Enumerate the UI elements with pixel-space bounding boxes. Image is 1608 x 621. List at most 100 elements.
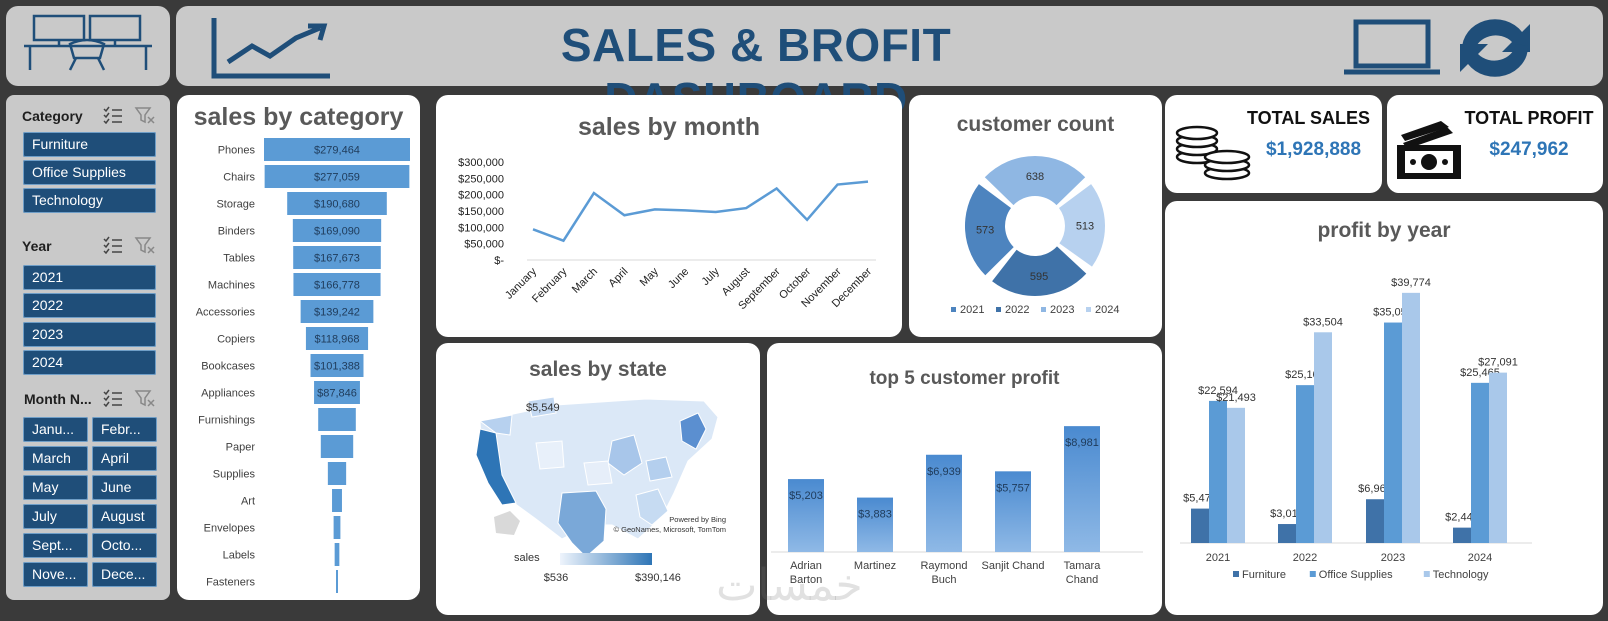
category-tick-label: Chairs	[223, 172, 255, 184]
total-sales-label: TOTAL SALES	[1246, 108, 1370, 128]
category-bar	[332, 489, 342, 512]
top5-data-label: $6,939	[927, 466, 961, 478]
map-legend-min: $536	[544, 572, 568, 584]
slicer-item-month[interactable]: April	[92, 446, 157, 471]
profit-year-bar	[1227, 407, 1245, 543]
category-tick-label: Appliances	[201, 388, 255, 400]
month-slicer-title: Month N...	[24, 391, 92, 407]
profit-year-data-label: $5,470	[1183, 493, 1217, 505]
slicer-item-2022[interactable]: 2022	[23, 293, 156, 318]
customer-count-legend-swatch	[1086, 307, 1091, 312]
total-profit-card: TOTAL PROFIT $247,962	[1387, 95, 1603, 193]
multi-select-icon[interactable]	[102, 236, 124, 254]
profit-year-x-tick: 2023	[1381, 552, 1405, 564]
slicer-item-month[interactable]: Nove...	[23, 562, 88, 587]
month-y-tick: $300,000	[458, 157, 504, 169]
slicer-panel: Category Furniture Office Supplies Techn…	[6, 95, 170, 600]
slicer-item-month[interactable]: Febr...	[92, 417, 157, 442]
profit-year-bar	[1453, 527, 1471, 543]
customer-count-slice	[964, 184, 1014, 276]
slicer-item-month[interactable]: Dece...	[92, 562, 157, 587]
top5-x-tick: Martinez	[854, 560, 896, 572]
category-data-label: $190,680	[314, 199, 360, 211]
slicer-item-2021[interactable]: 2021	[23, 265, 156, 290]
profit-by-year-title: profit by year	[1317, 219, 1451, 242]
map-attribution-1: Powered by Bing	[669, 515, 726, 524]
category-data-label: $101,388	[314, 361, 360, 373]
trend-chart-icon	[211, 18, 330, 79]
profit-year-bar	[1384, 322, 1402, 543]
top5-x-tick: Chand	[1066, 574, 1098, 586]
total-profit-value: $247,962	[1489, 139, 1569, 160]
multi-select-icon[interactable]	[102, 389, 124, 407]
profit-year-data-label: $27,091	[1478, 357, 1518, 369]
top5-bar	[788, 479, 824, 552]
category-tick-label: Phones	[218, 145, 256, 157]
cash-icon	[1397, 121, 1461, 179]
profit-by-year-panel: profit by year $5,470 $22,594 $21,493 2021 $…	[1165, 201, 1603, 615]
top5-customer-profit-chart: $5,203 Adrian Barton $3,883 Martinez $6,939 Ra…	[771, 426, 1143, 586]
month-y-tick: $50,000	[464, 239, 504, 251]
slicer-item-office-supplies[interactable]: Office Supplies	[23, 160, 156, 185]
slicer-item-month[interactable]: May	[23, 475, 88, 500]
profit-year-data-label: $33,504	[1303, 316, 1343, 328]
month-x-tick: July	[700, 265, 723, 288]
customer-count-slice	[984, 155, 1086, 206]
slicer-item-technology[interactable]: Technology	[23, 188, 156, 213]
slicer-item-month[interactable]: Janu...	[23, 417, 88, 442]
slicer-item-2024[interactable]: 2024	[23, 350, 156, 375]
profit-year-bar	[1402, 292, 1420, 543]
clear-filter-icon[interactable]	[134, 106, 156, 124]
slicer-item-2023[interactable]: 2023	[23, 322, 156, 347]
sales-by-category-chart: Phones $279,464 Chairs $277,059 Storage $190,…	[196, 138, 410, 593]
sales-by-month-panel: sales by month $300,000 $250,000 $200,000 $…	[436, 95, 902, 337]
month-y-tick: $100,000	[458, 222, 504, 234]
category-tick-label: Envelopes	[204, 523, 256, 535]
watermark: خمسات	[716, 560, 863, 611]
slicer-item-month[interactable]: Sept...	[23, 533, 88, 558]
category-bar	[293, 246, 381, 269]
month-y-tick: $150,000	[458, 206, 504, 218]
month-x-tick: April	[606, 266, 630, 290]
profit-year-legend-label: Technology	[1433, 569, 1489, 581]
category-tick-label: Labels	[223, 550, 256, 562]
category-bar	[300, 300, 374, 323]
month-y-tick: $200,000	[458, 190, 504, 202]
top5-bar	[1064, 426, 1100, 552]
map-attribution-2: © GeoNames, Microsoft, TomTom	[614, 525, 727, 534]
profit-year-x-tick: 2024	[1468, 552, 1492, 564]
sales-by-state-panel: sales by state $5,549 Powered by Bing © …	[436, 343, 760, 615]
month-sales-line	[532, 180, 869, 243]
profit-year-bar	[1209, 400, 1227, 543]
profit-year-legend-label: Office Supplies	[1319, 569, 1393, 581]
total-profit-label: TOTAL PROFIT	[1464, 108, 1594, 128]
customer-count-data-label: 638	[1026, 171, 1044, 183]
sales-by-month-chart: $300,000 $250,000 $200,000 $150,000 $100,000…	[458, 157, 876, 312]
slicer-item-month[interactable]: June	[92, 475, 157, 500]
category-bar	[336, 570, 338, 593]
profit-year-bar	[1191, 508, 1209, 543]
slicer-item-month[interactable]: Octo...	[92, 533, 157, 558]
profit-year-data-label: $21,493	[1216, 392, 1256, 404]
category-bar	[264, 165, 410, 188]
top5-x-tick: Sanjit Chand	[982, 560, 1045, 572]
profit-year-bar	[1296, 385, 1314, 543]
clear-filter-icon[interactable]	[134, 236, 156, 254]
profit-year-bar	[1366, 499, 1384, 543]
map-legend-max: $390,146	[635, 572, 681, 584]
slicer-item-month[interactable]: July	[23, 504, 88, 529]
customer-count-title: customer count	[956, 113, 1115, 136]
category-bar	[264, 138, 410, 161]
clear-filter-icon[interactable]	[134, 389, 156, 407]
slicer-item-furniture[interactable]: Furniture	[23, 132, 156, 157]
multi-select-icon[interactable]	[102, 106, 124, 124]
year-slicer-title: Year	[22, 238, 52, 254]
profit-year-bar	[1278, 524, 1296, 543]
category-data-label: $279,464	[314, 145, 360, 157]
category-bar	[305, 327, 369, 350]
header-panel: SALES & BROFIT DASHBOARD	[176, 6, 1603, 125]
category-bar	[310, 354, 364, 377]
slicer-item-month[interactable]: March	[23, 446, 88, 471]
category-bar	[314, 381, 360, 404]
slicer-item-month[interactable]: August	[92, 504, 157, 529]
